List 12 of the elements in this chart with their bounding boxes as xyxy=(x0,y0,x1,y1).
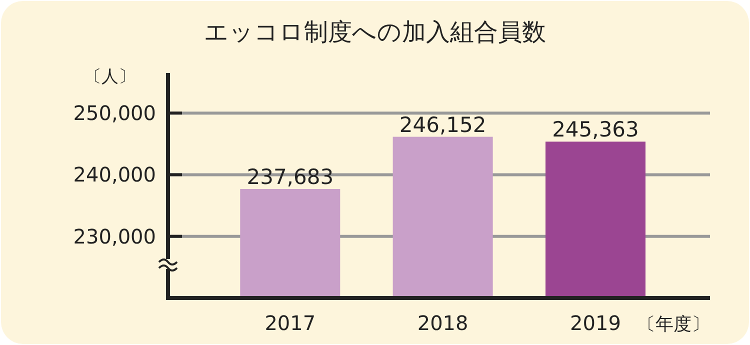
chart-title: エッコロ制度への加入組合員数 xyxy=(204,18,546,46)
data-label: 246,152 xyxy=(399,112,486,137)
x-tick-label: 2019 xyxy=(570,311,621,335)
y-tick-label: 250,000 xyxy=(73,101,156,126)
data-label: 237,683 xyxy=(246,164,334,189)
x-tick-label: 2018 xyxy=(417,311,468,335)
data-label: 245,363 xyxy=(552,118,639,142)
y-axis-title: 〔人〕 xyxy=(84,67,136,87)
y-tick-label: 240,000 xyxy=(73,162,156,187)
x-axis-title: 〔年度〕 xyxy=(637,314,710,335)
x-tick-label: 2017 xyxy=(264,311,316,335)
y-tick-label: 230,000 xyxy=(73,224,156,248)
